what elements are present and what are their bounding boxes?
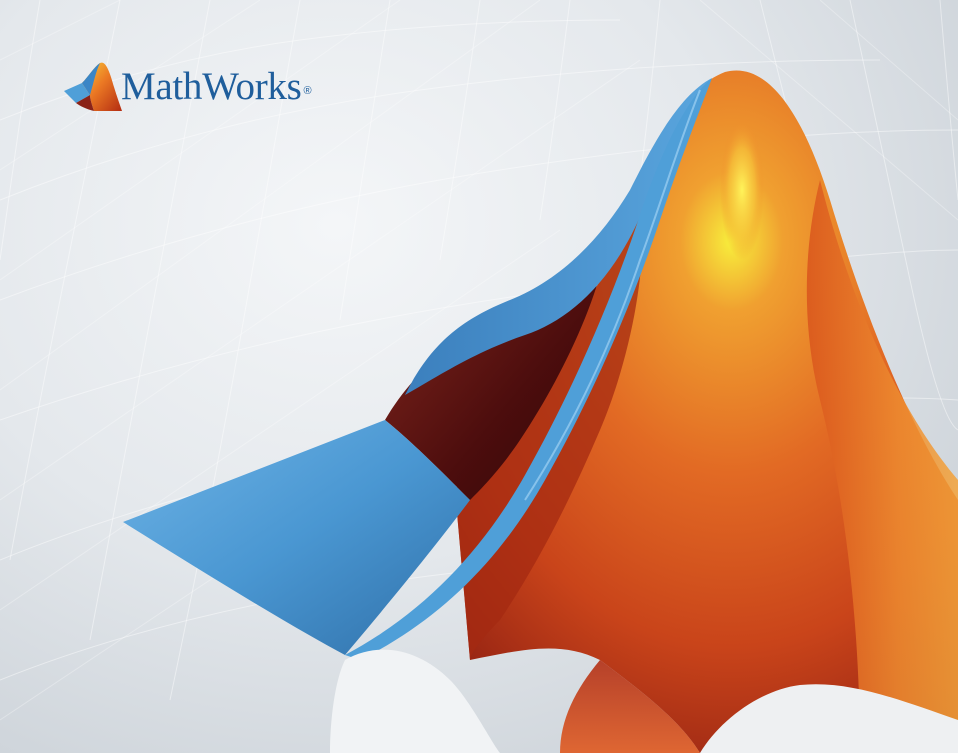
brand-name: MathWorks <box>121 64 302 108</box>
registered-mark: ® <box>303 84 312 97</box>
matlab-membrane-logo-icon <box>64 62 122 111</box>
brand-header: MathWorks ® <box>60 56 312 116</box>
